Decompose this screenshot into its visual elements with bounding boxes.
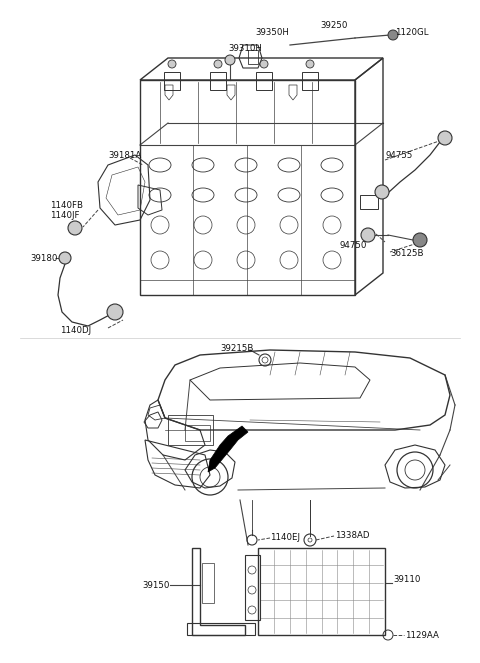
Circle shape [361, 228, 375, 242]
Text: 36125B: 36125B [390, 249, 423, 257]
Text: 1140FB: 1140FB [50, 200, 83, 210]
Text: 39215B: 39215B [220, 343, 253, 353]
Text: 1338AD: 1338AD [335, 530, 370, 540]
Circle shape [225, 55, 235, 65]
Bar [258, 548, 385, 635]
Bar [245, 555, 260, 620]
Bar [164, 72, 180, 90]
Text: 94755: 94755 [385, 151, 412, 160]
Text: 39180: 39180 [30, 253, 58, 263]
Text: 94750: 94750 [340, 241, 367, 249]
Bar [302, 72, 318, 90]
Text: 39250: 39250 [320, 21, 348, 29]
Circle shape [59, 252, 71, 264]
Bar [168, 415, 213, 445]
Text: 39150: 39150 [143, 581, 170, 589]
Bar [202, 563, 214, 603]
Bar [248, 50, 258, 64]
Text: 1129AA: 1129AA [405, 631, 439, 640]
Circle shape [214, 60, 222, 68]
Bar [256, 72, 272, 90]
Circle shape [107, 304, 123, 320]
Circle shape [68, 221, 82, 235]
Text: 39181A: 39181A [108, 151, 141, 160]
Bar [187, 623, 255, 635]
Circle shape [388, 30, 398, 40]
Text: 39310H: 39310H [228, 44, 262, 52]
Text: 1140DJ: 1140DJ [60, 326, 91, 335]
Circle shape [438, 131, 452, 145]
Bar [185, 425, 210, 441]
Text: 1140JF: 1140JF [50, 210, 80, 219]
Circle shape [168, 60, 176, 68]
Text: 1120GL: 1120GL [395, 27, 429, 36]
Circle shape [306, 60, 314, 68]
Circle shape [375, 185, 389, 199]
Text: 1140EJ: 1140EJ [270, 534, 300, 542]
Text: 39350H: 39350H [255, 27, 289, 36]
Circle shape [413, 233, 427, 247]
Bar [210, 72, 226, 90]
Text: 39110: 39110 [393, 575, 420, 585]
Polygon shape [208, 426, 248, 472]
Bar [360, 195, 378, 209]
Circle shape [260, 60, 268, 68]
